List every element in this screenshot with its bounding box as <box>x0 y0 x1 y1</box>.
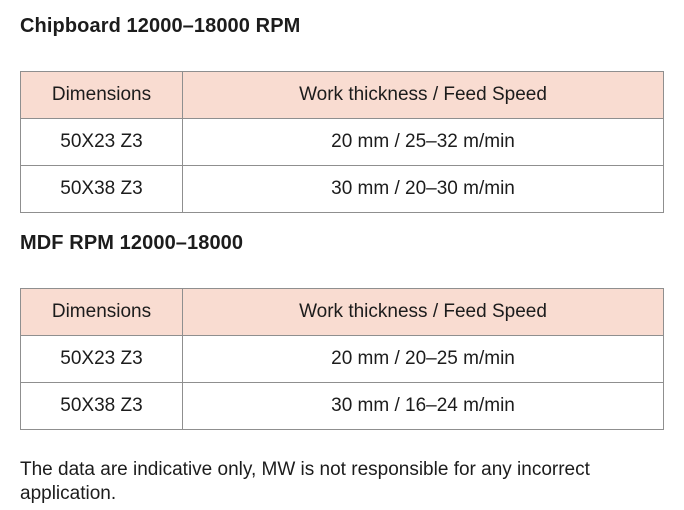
section-title-mdf: MDF RPM 12000–18000 <box>20 232 244 254</box>
cell-dimensions: 50X23 Z3 <box>20 335 183 383</box>
cell-feed-speed: 20 mm / 25–32 m/min <box>182 118 664 166</box>
cell-dimensions: 50X38 Z3 <box>20 382 183 430</box>
header-dimensions: Dimensions <box>20 71 183 119</box>
cell-dimensions: 50X38 Z3 <box>20 165 183 213</box>
table-row: 50X23 Z3 20 mm / 25–32 m/min <box>20 118 664 166</box>
table-header-row: Dimensions Work thickness / Feed Speed <box>20 288 664 336</box>
disclaimer-text: The data are indicative only, MW is not … <box>20 459 590 504</box>
table-row: 50X38 Z3 30 mm / 20–30 m/min <box>20 165 664 213</box>
cell-dimensions: 50X23 Z3 <box>20 118 183 166</box>
header-dimensions: Dimensions <box>20 288 183 336</box>
header-work-thickness-feed-speed: Work thickness / Feed Speed <box>182 71 664 119</box>
table-row: 50X23 Z3 20 mm / 20–25 m/min <box>20 335 664 383</box>
chipboard-spec-table: Dimensions Work thickness / Feed Speed 5… <box>20 71 664 213</box>
header-work-thickness-feed-speed: Work thickness / Feed Speed <box>182 288 664 336</box>
cell-feed-speed: 20 mm / 20–25 m/min <box>182 335 664 383</box>
section-title-chipboard: Chipboard 12000–18000 RPM <box>20 15 301 37</box>
chipboard-section: Chipboard 12000–18000 RPM Dimensions Wor… <box>20 14 664 213</box>
table-row: 50X38 Z3 30 mm / 16–24 m/min <box>20 382 664 430</box>
cell-feed-speed: 30 mm / 16–24 m/min <box>182 382 664 430</box>
table-header-row: Dimensions Work thickness / Feed Speed <box>20 71 664 119</box>
mdf-section: MDF RPM 12000–18000 Dimensions Work thic… <box>20 231 664 430</box>
mdf-spec-table: Dimensions Work thickness / Feed Speed 5… <box>20 288 664 430</box>
cell-feed-speed: 30 mm / 20–30 m/min <box>182 165 664 213</box>
